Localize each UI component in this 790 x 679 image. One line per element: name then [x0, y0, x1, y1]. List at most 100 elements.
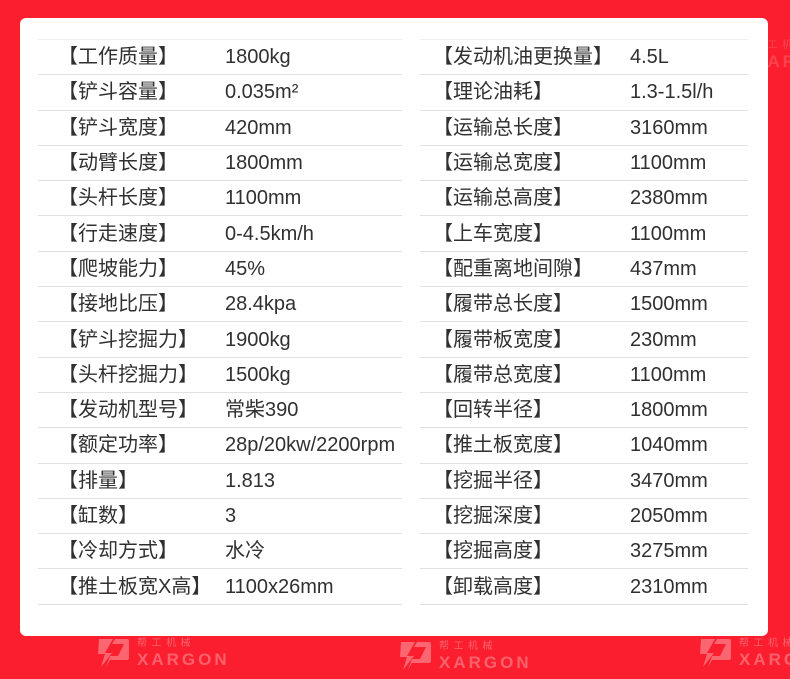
spec-value: 420mm [225, 116, 292, 139]
spec-label: 【铲斗挖掘力】 [58, 328, 198, 351]
spec-row: 【推土板宽X高】 1100x26mm [38, 569, 402, 605]
brand-logo-icon [398, 641, 432, 671]
spec-row: 【运输总高度】 2380mm [420, 181, 748, 217]
spec-value: 水冷 [225, 540, 265, 563]
spec-label: 【履带板宽度】 [433, 328, 573, 351]
spec-row: 【工作质量】 1800kg [38, 40, 402, 76]
spec-value: 1100mm [630, 222, 707, 245]
spec-row: 【发动机油更换量】 4.5L [420, 40, 748, 76]
spec-label: 【铲斗容量】 [58, 81, 178, 104]
spec-value: 1.813 [225, 469, 276, 492]
spec-label: 【履带总宽度】 [433, 363, 573, 386]
spec-value: 常柴390 [225, 399, 299, 422]
spec-value: 3275mm [630, 540, 708, 563]
spec-row: 【排量】 1.813 [38, 464, 402, 499]
spec-value: 1100mm [630, 363, 707, 386]
spec-label: 【头杆挖掘力】 [58, 363, 198, 386]
spec-value: 2310mm [630, 575, 708, 598]
spec-row: 【爬坡能力】 45% [38, 252, 402, 288]
brand-name-chinese: 帮工机械 [137, 637, 195, 649]
spec-row: 【配重离地间隙】 437mm [420, 252, 748, 288]
spec-label: 【动臂长度】 [58, 152, 178, 175]
spec-row: 【挖掘深度】 2050mm [420, 499, 748, 535]
spec-label: 【行走速度】 [58, 222, 178, 245]
spec-value: 230mm [630, 328, 697, 351]
spec-label: 【挖掘半径】 [433, 469, 553, 492]
spec-label: 【履带总长度】 [433, 293, 573, 316]
spec-label: 【理论油耗】 [433, 81, 553, 104]
brand-name-latin: XARGON [739, 649, 790, 669]
spec-row: 【履带板宽度】 230mm [420, 322, 748, 358]
spec-value: 437mm [630, 257, 697, 280]
spec-value: 28p/20kw/2200rpm [225, 434, 396, 457]
brand-watermark: 帮工机械 XARGON [698, 638, 790, 668]
spec-row: 【铲斗宽度】 420mm [38, 111, 402, 146]
spec-label: 【发动机型号】 [58, 399, 198, 422]
spec-label: 【推土板宽X高】 [58, 575, 212, 598]
spec-value: 1040mm [630, 434, 708, 457]
brand-name-latin: XARGON [439, 652, 532, 672]
spec-value: 1100mm [630, 152, 707, 175]
spec-label: 【排量】 [58, 469, 138, 492]
spec-row: 【额定功率】 28p/20kw/2200rpm [38, 428, 402, 464]
spec-label: 【额定功率】 [58, 434, 178, 457]
brand-name-chinese: 帮工机械 [439, 640, 497, 652]
spec-row: 【铲斗容量】 0.035m² [38, 75, 402, 111]
spec-table-left: 【工作质量】 1800kg 【铲斗容量】 0.035m² 【铲斗宽度】 420mm 【动臂长… [38, 39, 402, 636]
spec-row: 【头杆挖掘力】 1500kg [38, 358, 402, 393]
spec-row: 【履带总宽度】 1100mm [420, 358, 748, 393]
spec-label: 【配重离地间隙】 [433, 257, 593, 280]
spec-value: 28.4kpa [225, 293, 297, 316]
spec-row: 【理论油耗】 1.3-1.5l/h [420, 75, 748, 111]
spec-row: 【运输总宽度】 1100mm [420, 146, 748, 182]
spec-label: 【爬坡能力】 [58, 257, 178, 280]
spec-label: 【上车宽度】 [433, 222, 553, 245]
spec-value: 1800mm [225, 152, 303, 175]
brand-logo-icon [96, 638, 130, 668]
spec-card: 【工作质量】 1800kg 【铲斗容量】 0.035m² 【铲斗宽度】 420mm 【动臂长… [20, 18, 768, 636]
spec-value: 1.3-1.5l/h [630, 81, 714, 104]
brand-logo-icon [698, 638, 732, 668]
spec-label: 【挖掘深度】 [433, 505, 553, 527]
spec-row: 【挖掘半径】 3470mm [420, 464, 748, 499]
spec-value: 0-4.5km/h [225, 222, 314, 245]
spec-row: 【履带总长度】 1500mm [420, 287, 748, 323]
spec-value: 2380mm [630, 187, 708, 210]
spec-row: 【头杆长度】 1100mm [38, 181, 402, 217]
spec-label: 【运输总宽度】 [433, 152, 573, 175]
spec-label: 【铲斗宽度】 [58, 116, 178, 139]
spec-value: 1800mm [630, 399, 708, 422]
spec-label: 【冷却方式】 [58, 540, 178, 563]
brand-name-chinese: 帮工机械 [739, 637, 790, 649]
spec-value: 1500kg [225, 363, 291, 386]
spec-value: 2050mm [630, 505, 708, 527]
spec-label: 【推土板宽度】 [433, 434, 573, 457]
spec-value: 1100mm [225, 187, 302, 210]
brand-watermark: 帮工机械 XARGON [398, 641, 532, 671]
spec-row: 【动臂长度】 1800mm [38, 146, 402, 182]
spec-row: 【铲斗挖掘力】 1900kg [38, 322, 402, 358]
spec-label: 【缸数】 [58, 505, 138, 527]
spec-label: 【回转半径】 [433, 399, 553, 422]
spec-value: 1500mm [630, 293, 708, 316]
spec-row: 【回转半径】 1800mm [420, 393, 748, 429]
spec-value: 4.5L [630, 46, 669, 69]
spec-row: 【运输总长度】 3160mm [420, 111, 748, 146]
spec-value: 3160mm [630, 116, 708, 139]
spec-row: 【接地比压】 28.4kpa [38, 287, 402, 323]
spec-row: 【发动机型号】 常柴390 [38, 393, 402, 429]
brand-watermark-text: 帮工机械 XARGON [739, 637, 790, 669]
spec-row: 【行走速度】 0-4.5km/h [38, 216, 402, 252]
spec-row: 【缸数】 3 [38, 499, 402, 535]
spec-value: 1100x26mm [225, 575, 334, 598]
spec-value: 0.035m² [225, 81, 299, 104]
spec-value: 45% [225, 257, 266, 280]
spec-label: 【卸载高度】 [433, 575, 553, 598]
spec-label: 【运输总长度】 [433, 116, 573, 139]
brand-watermark: 帮工机械 XARGON [96, 638, 230, 668]
brand-name-chinese: 帮工机械 [753, 39, 790, 51]
spec-label: 【接地比压】 [58, 293, 178, 316]
brand-watermark-text: 帮工机械 XARGON [137, 637, 230, 668]
brand-watermark-text: 帮工机械 XARGON [439, 640, 532, 672]
